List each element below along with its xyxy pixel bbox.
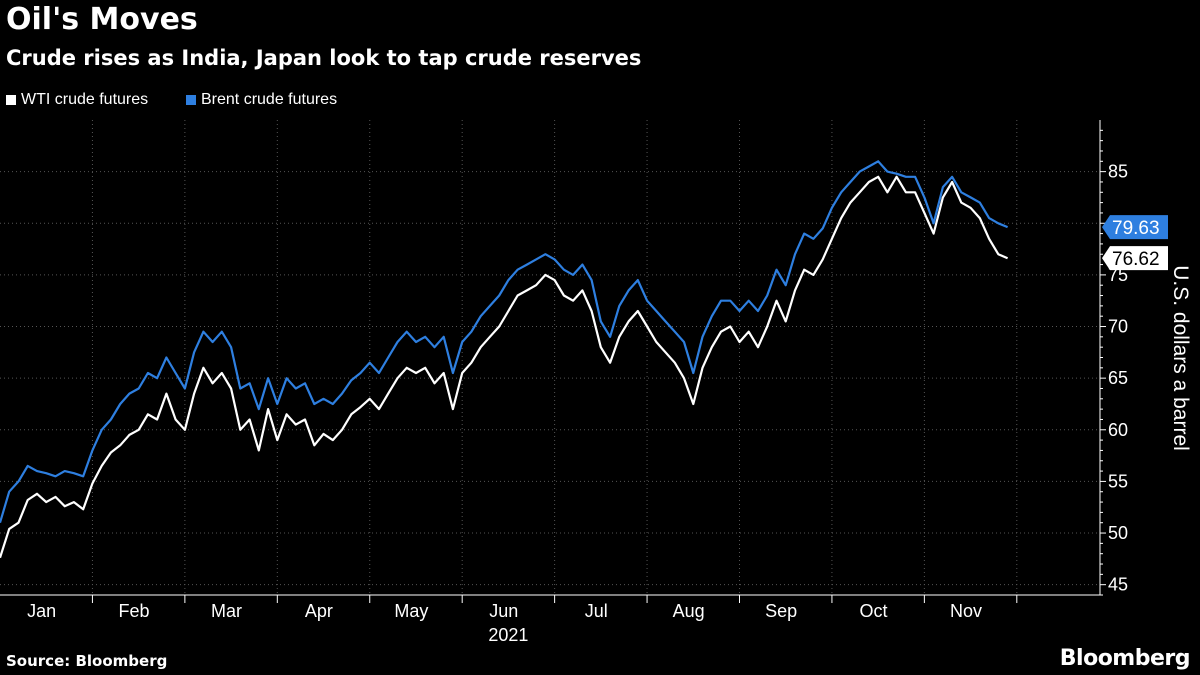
legend-swatch-wti: [6, 95, 16, 105]
value-tag-wti: [1102, 246, 1168, 271]
y-tick-label: 70: [1108, 317, 1128, 337]
chart-title: Oil's Moves: [6, 2, 198, 37]
x-tick-label: Mar: [211, 601, 242, 621]
series-line-brent: [0, 160, 1009, 524]
x-tick-label: Aug: [673, 601, 705, 621]
legend-item-wti: WTI crude futures: [6, 91, 148, 109]
x-year-label: 2021: [488, 625, 528, 645]
y-tick-label: 60: [1108, 420, 1128, 440]
legend-label-wti: WTI crude futures: [21, 91, 149, 108]
y-tick-label: 85: [1108, 162, 1128, 182]
x-tick-label: Jan: [27, 601, 56, 621]
series-line-wti: [0, 175, 1009, 559]
y-tick-label: 45: [1108, 575, 1128, 595]
x-tick-label: Feb: [119, 601, 150, 621]
value-tag-label-wti: 76.62: [1112, 249, 1160, 270]
value-tag-brent: [1102, 215, 1168, 240]
x-tick-label: Sep: [765, 601, 797, 621]
source-note: Source: Bloomberg: [6, 652, 168, 670]
y-tick-label: 65: [1108, 368, 1128, 388]
y-tick-label: 50: [1108, 523, 1128, 543]
y-tick-label: 55: [1108, 471, 1128, 491]
x-tick-label: Nov: [950, 601, 982, 621]
legend-swatch-brent: [186, 95, 196, 105]
x-tick-label: Jul: [585, 601, 608, 621]
value-tag-label-brent: 79.63: [1112, 218, 1160, 239]
legend-item-brent: Brent crude futures: [186, 91, 337, 109]
bloomberg-logo: Bloomberg: [1059, 646, 1191, 671]
x-tick-label: Jun: [489, 601, 518, 621]
y-axis-label: U.S. dollars a barrel: [1169, 265, 1192, 451]
chart-subtitle: Crude rises as India, Japan look to tap …: [6, 46, 642, 70]
legend-label-brent: Brent crude futures: [201, 91, 338, 108]
x-tick-label: Apr: [305, 601, 333, 621]
x-tick-label: Oct: [860, 601, 888, 621]
x-tick-label: May: [394, 601, 428, 621]
